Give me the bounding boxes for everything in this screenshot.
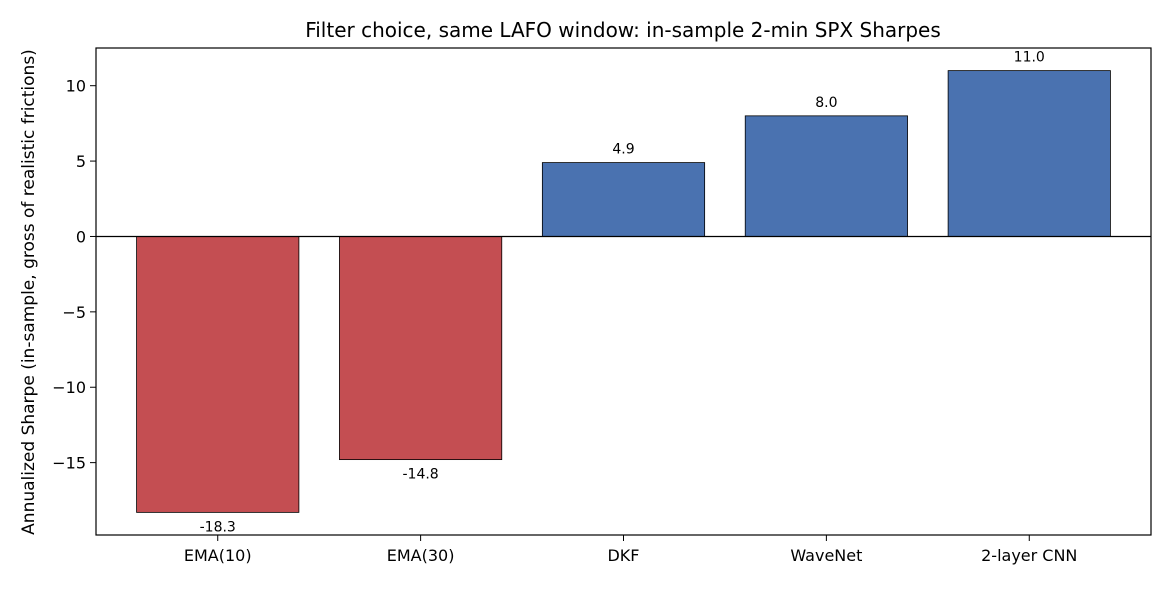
y-tick-label: 5 — [76, 152, 86, 171]
chart-title: Filter choice, same LAFO window: in-samp… — [305, 18, 941, 42]
y-tick-label: −5 — [62, 303, 86, 322]
ticks-layer: 10 5 0 −5 −10 −15 EMA(10) EMA(30) DKF WaveNet 2-la… — [52, 77, 1077, 565]
data-label: -18.3 — [200, 519, 236, 535]
x-tick-label: EMA(30) — [387, 546, 455, 565]
bar — [947, 70, 1111, 237]
bars-layer — [136, 70, 1111, 513]
bar — [339, 236, 503, 461]
bar — [744, 115, 908, 237]
bar — [541, 162, 706, 237]
x-tick-label: DKF — [607, 546, 639, 565]
data-label: 8.0 — [815, 95, 837, 111]
x-tick-label: WaveNet — [790, 546, 862, 565]
y-tick-label: −15 — [52, 454, 86, 473]
data-label: 11.0 — [1014, 50, 1045, 66]
data-label: -14.8 — [402, 467, 438, 483]
plot-frame — [95, 47, 1152, 536]
data-labels-layer: -18.3 -14.8 4.9 8.0 11.0 — [200, 50, 1045, 536]
y-tick-label: 10 — [66, 77, 86, 96]
y-axis-label: Annualized Sharpe (in-sample, gross of r… — [19, 49, 39, 535]
y-tick-label: −10 — [52, 378, 86, 397]
x-tick-label: EMA(10) — [184, 546, 252, 565]
y-tick-label: 0 — [76, 227, 86, 246]
x-tick-label: 2-layer CNN — [981, 546, 1077, 565]
data-label: 4.9 — [612, 142, 634, 158]
bar — [136, 236, 300, 513]
